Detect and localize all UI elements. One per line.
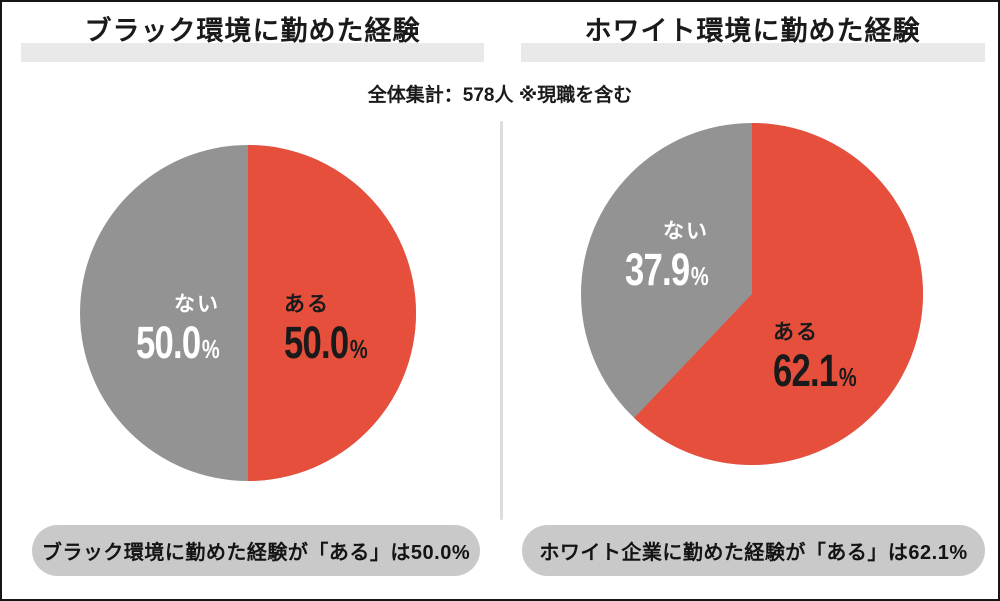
right-caption-pill: ホワイト企業に勤めた経験が「ある」は62.1% (522, 525, 985, 576)
right-pie-slice-yes (634, 123, 923, 465)
slice-value: 50.0% (284, 317, 368, 368)
slice-name: ある (284, 293, 330, 316)
left-pie-chart (80, 145, 416, 481)
right-title-highlight-bar (521, 43, 985, 62)
left-pie-slice-yes (248, 145, 416, 481)
right-pie-chart (581, 123, 923, 465)
slice-value: 62.1% (773, 345, 857, 396)
left-title-highlight-bar (21, 43, 484, 62)
vertical-divider-line (500, 121, 503, 520)
slice-name: ない (174, 293, 220, 316)
left-chart-title: ブラック環境に勤めた経験 (84, 16, 421, 46)
right-pie-yes-label: ある 62.1% (773, 322, 882, 393)
left-pie-no-label: ない 50.0% (111, 294, 220, 365)
slice-name: ある (773, 321, 819, 344)
slice-value: 37.9% (625, 244, 709, 295)
left-pie-yes-label: ある 50.0% (284, 294, 393, 365)
left-caption-pill: ブラック環境に勤めた経験が「ある」は50.0% (32, 525, 480, 576)
slice-value: 50.0% (136, 317, 220, 368)
right-chart-title: ホワイト環境に勤めた経験 (584, 16, 921, 46)
left-caption-text: ブラック環境に勤めた経験が「ある」は50.0% (41, 542, 471, 564)
sample-size-note: 全体集計：578人 ※現職を含む (367, 85, 633, 106)
right-caption-text: ホワイト企業に勤めた経験が「ある」は62.1% (539, 542, 968, 564)
right-pie-no-label: ない 37.9% (600, 221, 709, 292)
slice-name: ない (663, 220, 709, 243)
